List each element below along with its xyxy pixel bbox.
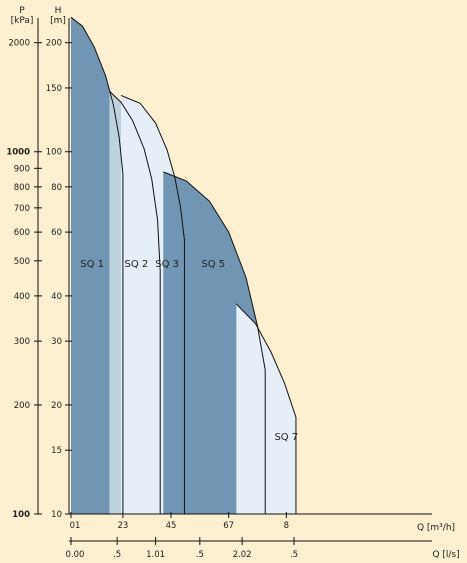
h-tick-label-3: 80 — [51, 183, 62, 193]
q-m3h-axis-unit: Q [m³/h] — [417, 523, 455, 533]
series-area-5 — [236, 303, 296, 514]
q-ls-tick-label-4: 2.02 — [233, 550, 252, 560]
series-label-3: SQ 3 — [155, 259, 179, 270]
h-tick-label-8: 15 — [51, 446, 62, 456]
pump-curve-areas — [70, 16, 297, 515]
h-tick-label-4: 60 — [51, 228, 62, 238]
series-label-2: SQ 2 — [124, 259, 148, 270]
q-ls-tick-label-3: .5 — [196, 550, 204, 560]
series-curve-1 — [70, 16, 124, 514]
series-curve-4 — [163, 171, 266, 514]
p-tick-label-5: 600 — [14, 228, 30, 238]
q-ls-tick-label-0: 0.00 — [66, 550, 85, 560]
q-m3h-tick-label-0: 01 — [70, 521, 81, 531]
p-tick-label-0: 2000 — [8, 39, 30, 49]
q-ls-tick-label-2: 1.01 — [146, 550, 165, 560]
p-tick-label-8: 300 — [14, 337, 30, 347]
h-tick-label-7: 20 — [51, 401, 62, 411]
p-tick-label-4: 700 — [14, 204, 30, 214]
p-tick-label-6: 500 — [14, 257, 30, 267]
h-tick-label-1: 150 — [46, 84, 62, 94]
h-axis-unit-top: H — [55, 6, 62, 16]
chart-axes: 2000 1000 900 800 700 600 500 400 300 200 100 200 15… — [6, 18, 432, 560]
q-ls-tick-label-5: .5 — [290, 550, 298, 560]
h-tick-label-6: 30 — [51, 337, 62, 347]
h-axis-unit-bottom: [m] — [50, 16, 66, 26]
q-m3h-tick-label-3: 67 — [223, 521, 234, 531]
p-tick-label-9: 200 — [14, 401, 30, 411]
p-tick-label-1: 1000 — [6, 148, 30, 158]
p-tick-label-3: 800 — [14, 183, 30, 193]
series-label-1: SQ 1 — [80, 259, 104, 270]
q-m3h-tick-label-2: 45 — [166, 521, 177, 531]
series-labels: SQ 1 SQ 2 SQ 3 SQ 5 SQ 7 — [80, 259, 298, 443]
q-ls-axis-unit: Q [l/s] — [432, 550, 459, 560]
series-curve-5 — [235, 303, 297, 514]
h-tick-label-9: 10 — [51, 510, 62, 520]
series-label-5: SQ 7 — [274, 432, 298, 443]
p-axis-unit-bottom: [kPa] — [11, 16, 34, 26]
p-tick-label-10: 100 — [12, 510, 30, 520]
q-m3h-tick-label-1: 23 — [117, 521, 128, 531]
q-m3h-tick-label-4: 8 — [284, 521, 289, 531]
series-curve-3 — [120, 95, 185, 514]
series-label-4: SQ 5 — [201, 259, 225, 270]
p-tick-label-7: 400 — [14, 292, 30, 302]
series-curve-2 — [109, 90, 161, 514]
p-axis-unit-top: P — [19, 6, 25, 16]
q-ls-tick-label-1: .5 — [113, 550, 121, 560]
h-tick-label-5: 40 — [51, 292, 62, 302]
h-tick-label-0: 200 — [46, 39, 62, 49]
h-tick-label-2: 100 — [46, 148, 62, 158]
p-tick-label-2: 900 — [14, 164, 30, 174]
